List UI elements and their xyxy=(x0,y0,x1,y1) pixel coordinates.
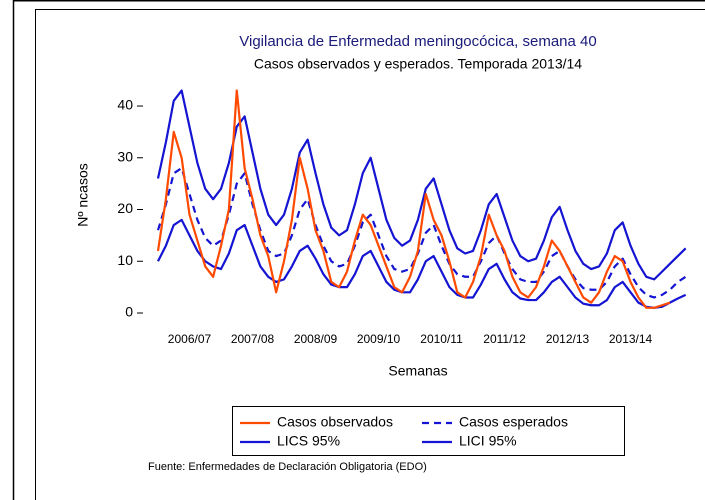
legend-box xyxy=(232,406,625,456)
y-tick-label: 0 xyxy=(125,304,133,320)
series-line xyxy=(156,167,687,299)
y-tick-label: 30 xyxy=(117,148,133,164)
legend-label: LICI 95% xyxy=(459,433,517,449)
x-tick-label: 2006/07 xyxy=(168,332,212,346)
y-axis-label: Nº ncasos xyxy=(75,163,91,226)
legend-label: Casos esperados xyxy=(459,414,568,430)
chart-title: Vigilancia de Enfermedad meningocócica, … xyxy=(239,33,596,50)
series-line xyxy=(156,89,687,281)
y-tick-label: 40 xyxy=(117,97,133,113)
x-axis-label: Semanas xyxy=(388,363,447,379)
source-note: Fuente: Enfermedades de Declaración Obli… xyxy=(148,461,427,473)
x-tick-label: 2010/11 xyxy=(420,332,463,346)
x-tick-label: 2012/13 xyxy=(546,332,590,346)
legend-label: Casos observados xyxy=(277,414,393,430)
y-tick-label: 20 xyxy=(117,200,133,216)
y-tick-label: 10 xyxy=(117,252,133,268)
legend-label: LICS 95% xyxy=(277,433,340,449)
series-line xyxy=(156,89,671,309)
x-tick-label: 2013/14 xyxy=(609,332,653,346)
series-line xyxy=(157,218,687,309)
x-tick-label: 2008/09 xyxy=(294,332,338,346)
chart-subtitle: Casos observados y esperados. Temporada … xyxy=(254,56,582,72)
x-tick-label: 2009/10 xyxy=(357,332,401,346)
x-tick-label: 2007/08 xyxy=(231,332,275,346)
x-tick-label: 2011/12 xyxy=(483,332,526,346)
